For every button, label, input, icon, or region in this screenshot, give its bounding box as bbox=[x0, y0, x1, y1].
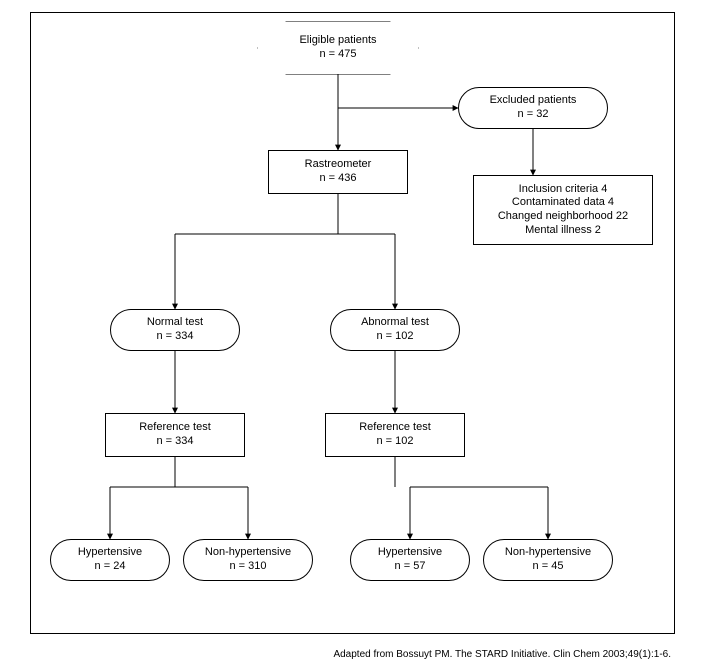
node-normal-test: Normal test n = 334 bbox=[110, 309, 240, 351]
node-reference-test-left: Reference test n = 334 bbox=[105, 413, 245, 457]
node-hypertensive-left: Hypertensive n = 24 bbox=[50, 539, 170, 581]
label: Reference test bbox=[139, 421, 211, 435]
count: n = 24 bbox=[95, 560, 126, 574]
label: Reference test bbox=[359, 421, 431, 435]
node-nonhypertensive-left: Non-hypertensive n = 310 bbox=[183, 539, 313, 581]
credit-text: Adapted from Bossuyt PM. The STARD Initi… bbox=[333, 649, 671, 660]
count: n = 310 bbox=[229, 560, 266, 574]
node-eligible-patients: Eligible patients n = 475 bbox=[258, 22, 418, 74]
count: n = 45 bbox=[533, 560, 564, 574]
count: n = 475 bbox=[319, 48, 356, 62]
count: n = 102 bbox=[376, 330, 413, 344]
detail-line: Inclusion criteria 4 bbox=[519, 183, 608, 197]
detail-line: Contaminated data 4 bbox=[512, 196, 614, 210]
node-reference-test-right: Reference test n = 102 bbox=[325, 413, 465, 457]
label: Hypertensive bbox=[78, 546, 142, 560]
node-nonhypertensive-right: Non-hypertensive n = 45 bbox=[483, 539, 613, 581]
label: Rastreometer bbox=[305, 158, 372, 172]
count: n = 334 bbox=[156, 435, 193, 449]
node-excluded-patients: Excluded patients n = 32 bbox=[458, 87, 608, 129]
label: Abnormal test bbox=[361, 316, 429, 330]
count: n = 32 bbox=[518, 108, 549, 122]
label: Excluded patients bbox=[490, 94, 577, 108]
node-abnormal-test: Abnormal test n = 102 bbox=[330, 309, 460, 351]
label: Non-hypertensive bbox=[505, 546, 591, 560]
count: n = 334 bbox=[156, 330, 193, 344]
count: n = 102 bbox=[376, 435, 413, 449]
node-rastreometer: Rastreometer n = 436 bbox=[268, 150, 408, 194]
detail-line: Mental illness 2 bbox=[525, 224, 601, 238]
detail-line: Changed neighborhood 22 bbox=[498, 210, 628, 224]
count: n = 57 bbox=[395, 560, 426, 574]
node-exclusion-detail: Inclusion criteria 4 Contaminated data 4… bbox=[473, 175, 653, 245]
label: Normal test bbox=[147, 316, 203, 330]
node-hypertensive-right: Hypertensive n = 57 bbox=[350, 539, 470, 581]
canvas: Eligible patients n = 475 Excluded patie… bbox=[0, 0, 705, 664]
label: Hypertensive bbox=[378, 546, 442, 560]
count: n = 436 bbox=[319, 172, 356, 186]
label: Eligible patients bbox=[299, 34, 376, 48]
label: Non-hypertensive bbox=[205, 546, 291, 560]
